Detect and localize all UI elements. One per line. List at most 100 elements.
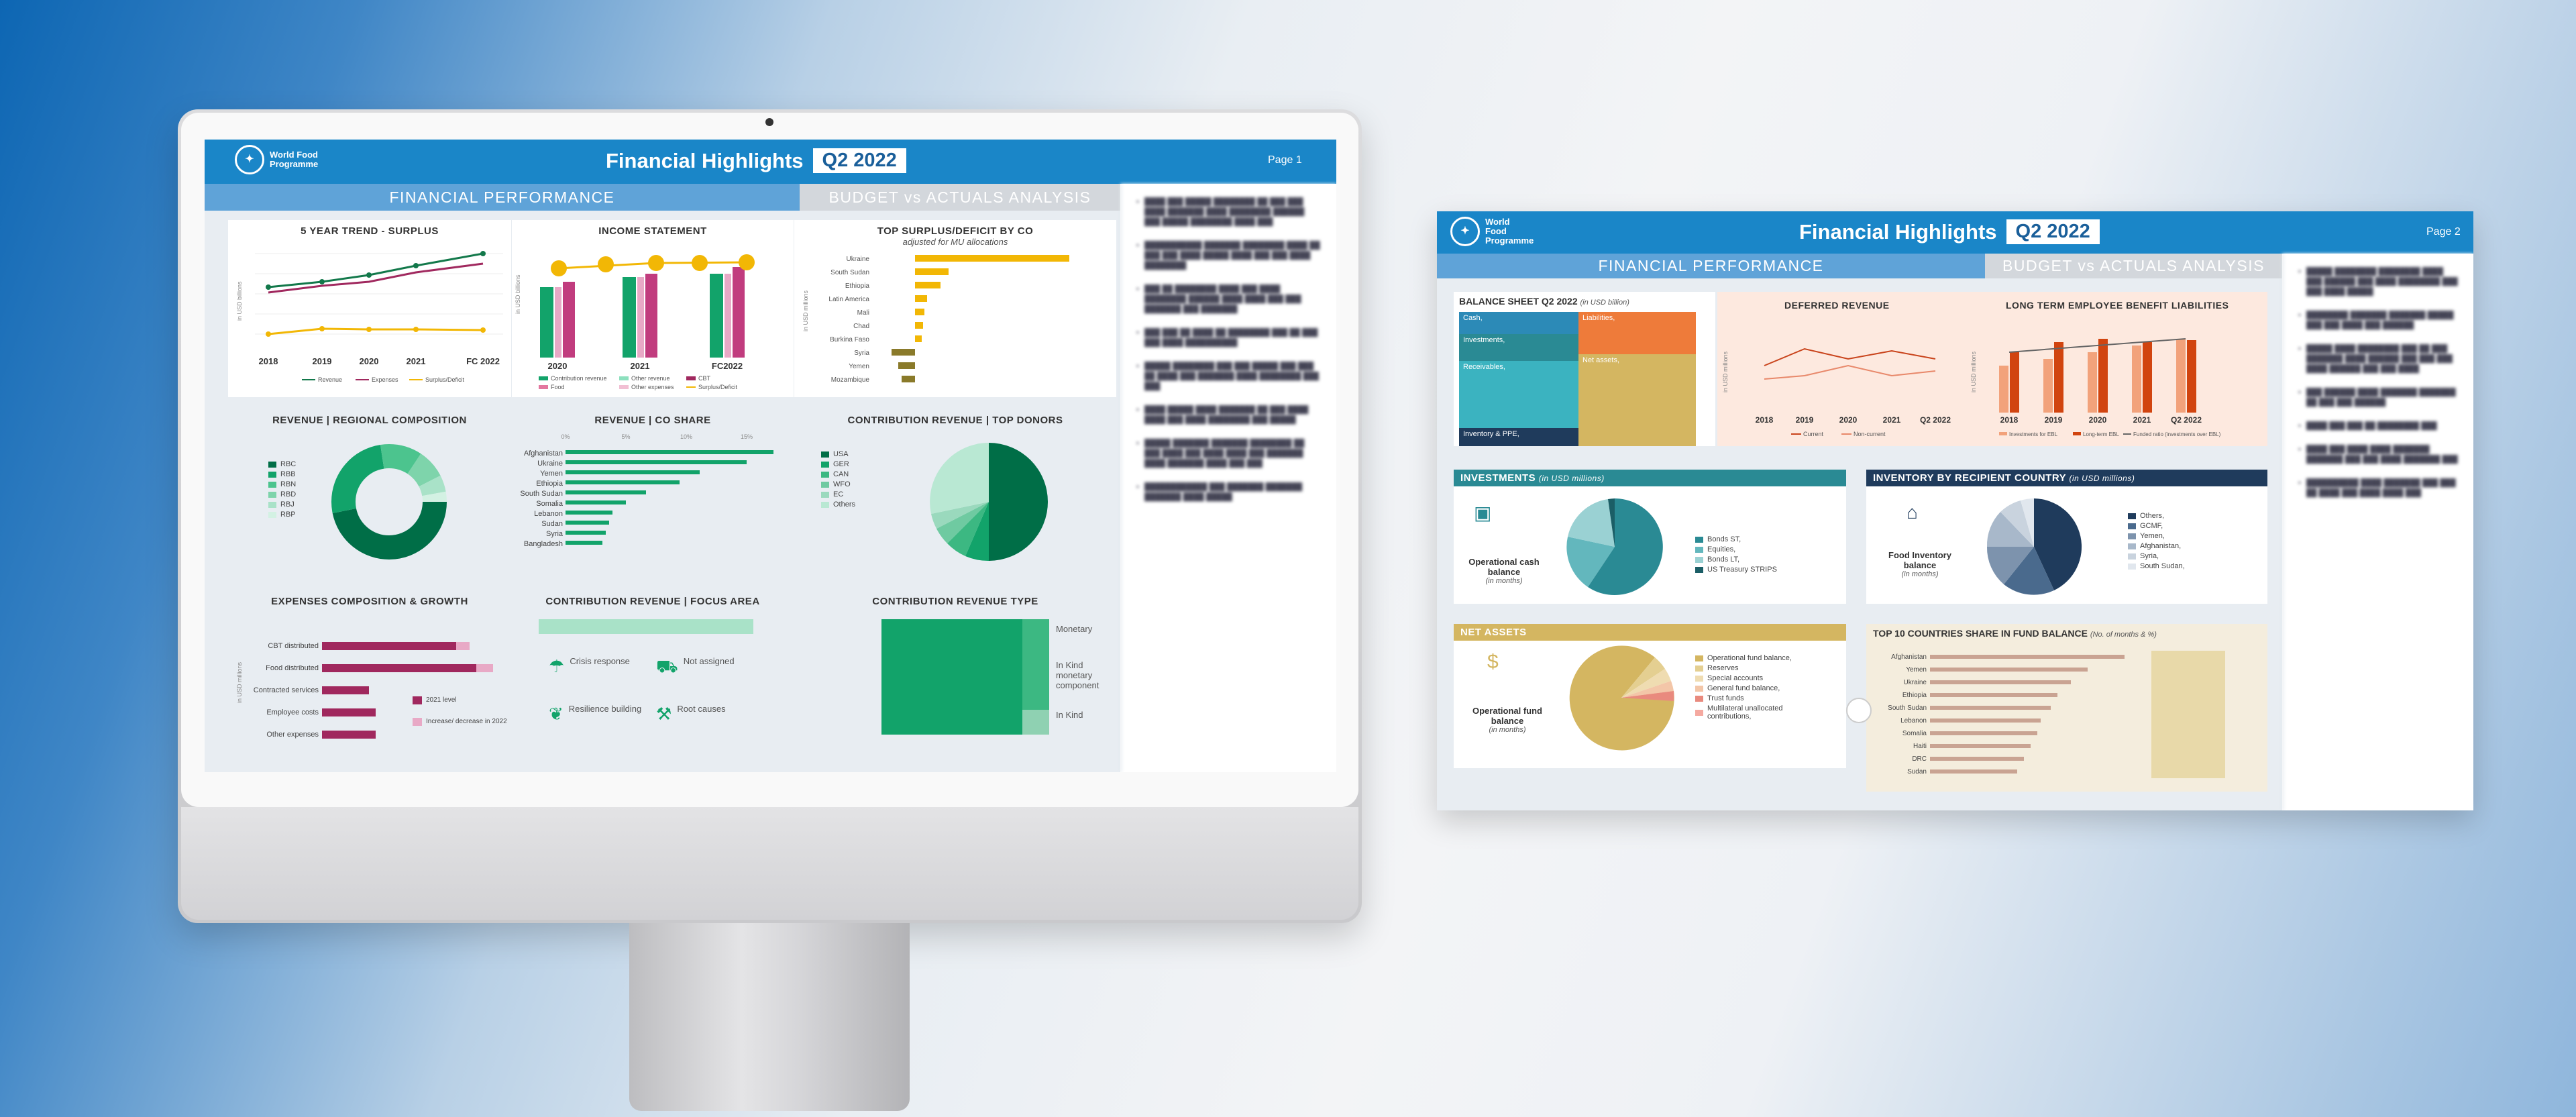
donors-pie: [930, 443, 1048, 562]
legend-item: WFO: [833, 480, 851, 488]
tab-budget-vs-actuals[interactable]: BUDGET vs ACTUALS ANALYSIS: [1985, 254, 2282, 278]
coshare-chart: 0% 5% 10% 15% Afghanistan Ukraine Yemen Ethi…: [520, 433, 773, 548]
surplus-panel: TOP SURPLUS/DEFICIT BY CO adjusted for M…: [794, 220, 1116, 397]
surplus-country: Latin America: [828, 296, 869, 303]
trend-year: 2020: [360, 356, 379, 366]
tab-bar: FINANCIAL PERFORMANCE BUDGET vs ACTUALS …: [205, 184, 1120, 211]
legend-item: Surplus/Deficit: [698, 384, 738, 390]
legend-item: Bonds LT,: [1707, 555, 1740, 564]
legend-item: Long-term EBL: [2083, 431, 2119, 437]
coshare-title: REVENUE | CO SHARE: [594, 415, 711, 426]
donors-title: CONTRIBUTION REVENUE | TOP DONORS: [847, 415, 1063, 426]
surplus-country: Mali: [857, 309, 869, 317]
revenue-line: [268, 252, 484, 288]
coshare-panel: REVENUE | CO SHARE 0% 5% 10% 15% Afghanist…: [512, 415, 794, 582]
country-label: Ethiopia: [1902, 692, 1927, 699]
country-label: Yemen: [1906, 666, 1927, 674]
top10-note-box: [2151, 651, 2225, 778]
ltebl-title: LONG TERM EMPLOYEE BENEFIT LIABILITIES: [2006, 300, 2229, 311]
investments-legend: Bonds ST, Equities, Bonds LT, US Treasur…: [1695, 533, 1777, 576]
quarter-badge: Q2 2022: [2006, 219, 2100, 244]
axis-tick: 10%: [680, 433, 692, 440]
income-title: INCOME STATEMENT: [598, 225, 707, 237]
deferred-title: DEFERRED REVENUE: [1784, 300, 1890, 311]
balance-receivables: Receivables,: [1459, 361, 1578, 428]
expenses-line: [268, 262, 484, 294]
ctype-title: CONTRIBUTION REVENUE TYPE: [872, 596, 1038, 607]
tab-financial-performance[interactable]: FINANCIAL PERFORMANCE: [1437, 254, 1985, 278]
expenses-chart: in USD millions CBT distributed Food dis…: [236, 642, 507, 739]
tab-budget-vs-actuals[interactable]: BUDGET vs ACTUALS ANALYSIS: [800, 184, 1120, 211]
income-year: 2020: [548, 361, 568, 371]
regional-title: REVENUE | REGIONAL COMPOSITION: [272, 415, 467, 426]
legend-item: Trust funds: [1707, 694, 1744, 702]
legend-item: Investments for EBL: [2009, 431, 2058, 437]
quarter-badge: Q2 2022: [812, 148, 906, 173]
balance-panel: BALANCE SHEET Q2 2022 (in USD billion) C…: [1454, 292, 1715, 446]
country-label: Ukraine: [1904, 679, 1927, 686]
legend-item: GER: [833, 460, 849, 468]
legend-item: RBD: [280, 490, 297, 498]
treemap-monetary: [881, 619, 1022, 735]
ltebl-ylabel: in USD millions: [1970, 351, 1977, 392]
year-label: Q2 2022: [1920, 415, 1951, 425]
legend-item: CBT: [698, 375, 711, 382]
surplus-country: Chad: [853, 323, 869, 330]
legend-item: USA: [833, 450, 849, 458]
legend-item: Funded ratio (investments over EBL): [2133, 431, 2221, 437]
tab-financial-performance[interactable]: FINANCIAL PERFORMANCE: [205, 184, 800, 211]
legend-item: Other revenue: [631, 375, 670, 382]
wfp-logo: ✦ World Food Programme: [1450, 217, 1534, 246]
co-label: Bangladesh: [524, 540, 563, 548]
netassets-panel: NET ASSETS $ Operational fund balance (i…: [1454, 624, 1846, 768]
legend-item: 2021 level: [426, 696, 457, 704]
income-chart: in USD billions 2020 2021 FC2022 Contrib…: [515, 254, 755, 390]
legend-expenses: Expenses: [372, 376, 398, 383]
trend-year: 2021: [407, 356, 426, 366]
expense-category: CBT distributed: [268, 642, 319, 650]
surplus-country: Ethiopia: [845, 282, 870, 290]
co-label: Afghanistan: [524, 449, 563, 458]
trend-year: 2018: [259, 356, 278, 366]
surplus-subtitle: adjusted for MU allocations: [902, 237, 1008, 247]
co-label: Ethiopia: [536, 480, 564, 488]
expenses-title: EXPENSES COMPOSITION & GROWTH: [271, 596, 468, 607]
page-header: ✦ World Food Programme Financial Highlig…: [205, 140, 1336, 184]
inventory-panel: INVENTORY BY RECIPIENT COUNTRY (in USD m…: [1866, 470, 2267, 604]
legend-item: Syria,: [2140, 552, 2159, 560]
treemap-inkind: [1022, 710, 1049, 735]
co-label: Lebanon: [534, 510, 563, 518]
investments-caption: Operational cash balance (in months): [1468, 557, 1540, 585]
cash-icon: ▣: [1474, 502, 1492, 523]
ctype-label-inkind-monetary: In Kind monetary component: [1056, 660, 1099, 690]
income-year: 2021: [631, 361, 650, 371]
expenses-panel: EXPENSES COMPOSITION & GROWTH in USD mil…: [228, 596, 511, 767]
deferred-noncurrent-line: [1764, 364, 1936, 380]
percent-marker: [1846, 698, 1872, 723]
netassets-title: NET ASSETS: [1454, 624, 1846, 641]
country-label: Somalia: [1902, 730, 1927, 737]
income-year: FC2022: [712, 361, 743, 371]
trend-title: 5 YEAR TREND - SURPLUS: [301, 225, 439, 237]
donors-panel: CONTRIBUTION REVENUE | TOP DONORS USA GE…: [794, 415, 1116, 582]
regional-panel: REVENUE | REGIONAL COMPOSITION RBC RBB R…: [228, 415, 511, 582]
wfp-logo: ✦ World Food Programme: [235, 145, 323, 174]
year-label: 2020: [1839, 415, 1858, 425]
surplus-country: Mozambique: [831, 376, 870, 384]
netassets-legend: Operational fund balance, Reserves Speci…: [1695, 652, 1794, 723]
year-label: 2019: [2045, 415, 2063, 425]
hammer-icon: ⚒: [656, 704, 672, 724]
trend-ylabel: in USD billions: [236, 281, 243, 321]
co-label: Syria: [546, 530, 564, 538]
page-title: Financial Highlights Q2 2022: [1799, 219, 2100, 244]
co-label: Somalia: [536, 500, 564, 508]
page-number: Page 2: [2426, 226, 2461, 237]
commentary-sidebar: ████ ███ █████ ████████ ██ ███ ███ ████ …: [1120, 184, 1336, 772]
country-label: Haiti: [1913, 743, 1927, 750]
focus-panel: CONTRIBUTION REVENUE | FOCUS AREA ☂ Crisi…: [512, 596, 794, 767]
balance-liabilities: Liabilities,: [1578, 312, 1696, 354]
inventory-pie: [1986, 498, 2082, 595]
surplus-title: TOP SURPLUS/DEFICIT BY CO: [877, 225, 1034, 237]
surplus-country: Syria: [854, 350, 869, 357]
trend-panel: 5 YEAR TREND - SURPLUS in USD billions 2…: [228, 220, 511, 397]
